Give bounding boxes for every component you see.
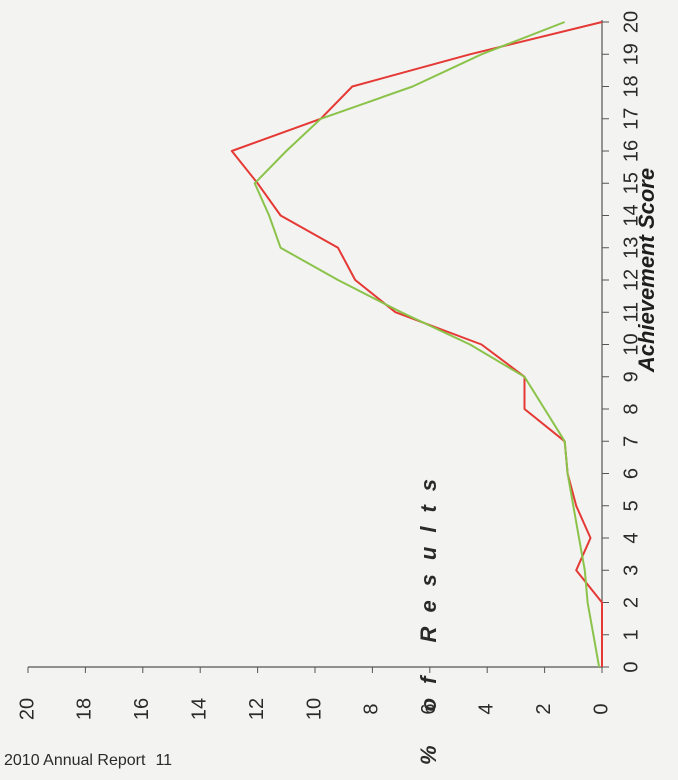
y-axis-title: % of Results xyxy=(416,465,441,765)
y-tick-label: 0 xyxy=(590,703,612,714)
x-tick-label: 3 xyxy=(620,565,642,576)
x-tick-label: 11 xyxy=(620,302,642,323)
x-tick-label: 13 xyxy=(620,237,642,259)
x-tick-label: 1 xyxy=(620,629,642,640)
x-tick-label: 4 xyxy=(620,532,642,543)
footer-page-number: 11 xyxy=(155,752,173,769)
x-tick-label: 7 xyxy=(620,436,642,447)
y-tick-label: 2 xyxy=(533,703,555,714)
x-axis-title: Achievement Score xyxy=(634,168,659,373)
x-tick-label: 5 xyxy=(620,500,642,511)
footer: 2010 Annual Report 11 xyxy=(4,752,172,770)
y-tick-label: 4 xyxy=(475,703,497,714)
x-tick-label: 2 xyxy=(620,597,642,608)
chart-labels: 0123456789101112131415161718192002468101… xyxy=(16,11,659,765)
y-tick-label: 6 xyxy=(418,703,440,714)
chart-series-layer xyxy=(230,21,603,668)
x-tick-label: 6 xyxy=(620,468,642,479)
y-tick-label: 20 xyxy=(16,698,38,720)
y-tick-label: 18 xyxy=(74,698,96,720)
x-tick-label: 12 xyxy=(620,269,642,291)
x-tick-label: 14 xyxy=(620,204,642,226)
series-line-2 xyxy=(253,21,601,668)
x-tick-label: 18 xyxy=(620,75,642,97)
y-tick-label: 14 xyxy=(188,698,210,720)
x-tick-label: 16 xyxy=(620,140,642,162)
x-tick-label: 10 xyxy=(620,333,642,355)
y-tick-label: 10 xyxy=(303,698,325,720)
x-tick-label: 20 xyxy=(620,11,642,33)
y-tick-label: 12 xyxy=(246,698,268,720)
x-tick-label: 19 xyxy=(620,43,642,65)
x-tick-label: 8 xyxy=(620,403,642,414)
x-tick-label: 15 xyxy=(620,172,642,194)
series-line-1 xyxy=(230,21,603,667)
y-tick-label: 16 xyxy=(131,698,153,720)
chart-axes xyxy=(27,20,609,673)
x-tick-label: 17 xyxy=(620,108,642,130)
x-tick-label: 9 xyxy=(620,371,642,382)
y-tick-label: 8 xyxy=(361,703,383,714)
footer-report-title: 2010 Annual Report xyxy=(4,752,146,769)
x-tick-label: 0 xyxy=(620,661,642,672)
